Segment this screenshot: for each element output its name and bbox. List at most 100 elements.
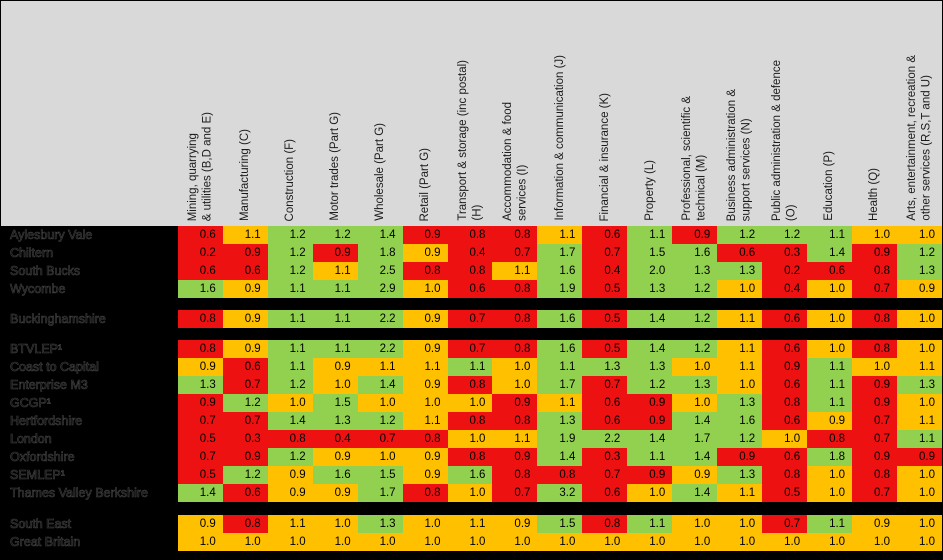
heatmap-cell: 0.9 xyxy=(177,358,223,376)
heatmap-cell: 1.0 xyxy=(357,448,403,466)
row-label: Great Britain xyxy=(1,533,178,551)
heatmap-cell: 1.6 xyxy=(537,262,583,280)
heatmap-cell: 0.6 xyxy=(177,226,223,244)
heatmap-cell: 0.6 xyxy=(222,358,268,376)
column-header-label: Education (P) xyxy=(823,151,836,221)
heatmap-cell: 1.0 xyxy=(672,394,718,412)
column-header: Arts, entertainment, recreation & other … xyxy=(897,1,942,226)
column-header-label: Mining, quarrying & utilities (B,D and E… xyxy=(186,111,214,221)
heatmap-cell: 0.6 xyxy=(762,412,808,430)
heatmap-cell: 1.1 xyxy=(807,515,853,533)
heatmap-cell: 0.7 xyxy=(222,376,268,394)
heatmap-cell: 1.0 xyxy=(402,515,448,533)
heatmap-cell: 0.8 xyxy=(852,340,898,358)
heatmap-cell: 1.2 xyxy=(222,394,268,412)
heatmap-cell: 0.9 xyxy=(672,466,718,484)
heatmap-cell: 0.9 xyxy=(402,310,448,328)
heatmap-cell: 1.0 xyxy=(177,533,223,551)
heatmap-cell: 1.8 xyxy=(357,244,403,262)
row-label: BTVLEP¹ xyxy=(1,340,178,358)
heatmap-cell: 1.0 xyxy=(807,533,853,551)
heatmap-cell: 0.9 xyxy=(762,358,808,376)
heatmap-cell: 1.3 xyxy=(537,412,583,430)
table-row: Buckinghamshire 0.8 0.9 1.1 1.1 2.2 0.9 0.7 0.8 1… xyxy=(1,310,942,328)
heatmap-cell: 1.2 xyxy=(357,412,403,430)
heatmap-cell: 1.1 xyxy=(402,358,448,376)
column-header-label: Manufacturing (C) xyxy=(239,128,252,221)
heatmap-cell: 0.9 xyxy=(717,448,763,466)
heatmap-cell: 1.2 xyxy=(267,376,313,394)
column-header: Wholesale (Part G) xyxy=(358,1,403,226)
heatmap-cell: 0.9 xyxy=(222,280,268,298)
heatmap-cell: 1.0 xyxy=(582,533,628,551)
heatmap-cell: 0.7 xyxy=(582,466,628,484)
heatmap-cell: 1.6 xyxy=(717,412,763,430)
heatmap-cell: 1.7 xyxy=(357,484,403,502)
heatmap-cell: 0.8 xyxy=(402,262,448,280)
heatmap-cell: 1.1 xyxy=(717,340,763,358)
heatmap-cell: 0.3 xyxy=(582,448,628,466)
heatmap-cell: 1.1 xyxy=(627,226,673,244)
heatmap-cell: 1.0 xyxy=(672,515,718,533)
heatmap-cell: 0.8 xyxy=(402,484,448,502)
column-header: Mining, quarrying & utilities (B,D and E… xyxy=(178,1,223,226)
heatmap-cell: 1.5 xyxy=(357,466,403,484)
heatmap-cell: 1.1 xyxy=(267,310,313,328)
heatmap-cell: 1.0 xyxy=(672,358,718,376)
heatmap-cell: 1.1 xyxy=(717,484,763,502)
heatmap-cell: 1.1 xyxy=(537,358,583,376)
column-header-label: Accommodation & food services (I) xyxy=(501,102,528,221)
heatmap-cell: 0.8 xyxy=(762,394,808,412)
heatmap-cell: 0.6 xyxy=(582,226,628,244)
heatmap-cell: 0.6 xyxy=(717,244,763,262)
row-label: Hertfordshire xyxy=(1,412,178,430)
heatmap-cell: 0.9 xyxy=(402,340,448,358)
heatmap-cell: 0.6 xyxy=(222,262,268,280)
heatmap-cell: 1.0 xyxy=(897,310,942,328)
heatmap-cell: 1.4 xyxy=(267,412,313,430)
heatmap-cell: 1.7 xyxy=(672,430,718,448)
heatmap-cell: 0.9 xyxy=(402,448,448,466)
column-header: Financial & insurance (K) xyxy=(582,1,627,226)
heatmap-cell: 1.1 xyxy=(267,340,313,358)
header-corner xyxy=(1,1,178,226)
row-label: South Bucks xyxy=(1,262,178,280)
table-row: GCGP¹ 0.9 1.2 1.0 1.5 1.0 1.0 1.0 0.9 1.1 0.6 0.9 1.… xyxy=(1,394,942,412)
heatmap-cell: 0.8 xyxy=(852,466,898,484)
heatmap-cell: 1.1 xyxy=(492,262,538,280)
heatmap-cell: 1.0 xyxy=(447,533,493,551)
heatmap-cell: 1.0 xyxy=(492,533,538,551)
heatmap-cell: 1.0 xyxy=(357,533,403,551)
heatmap-cell: 0.7 xyxy=(492,484,538,502)
heatmap-cell: 0.7 xyxy=(852,484,898,502)
heatmap-cell: 0.9 xyxy=(627,412,673,430)
heatmap-cell: 0.9 xyxy=(897,448,942,466)
heatmap-cell: 0.5 xyxy=(177,466,223,484)
heatmap-cell: 0.6 xyxy=(762,310,808,328)
column-header: Retail (Part G) xyxy=(403,1,448,226)
heatmap-cell: 1.3 xyxy=(897,262,942,280)
heatmap-cell: 1.0 xyxy=(897,340,942,358)
heatmap-cell: 0.8 xyxy=(537,466,583,484)
heatmap-cell: 1.1 xyxy=(267,358,313,376)
heatmap-cell: 1.2 xyxy=(672,280,718,298)
row-label: Coast to Capital xyxy=(1,358,178,376)
heatmap-cell: 0.9 xyxy=(852,448,898,466)
heatmap-cell: 0.5 xyxy=(582,280,628,298)
heatmap-cell: 1.4 xyxy=(672,412,718,430)
heatmap-cell: 0.9 xyxy=(852,376,898,394)
heatmap-cell: 0.7 xyxy=(447,310,493,328)
heatmap-cell: 0.6 xyxy=(762,448,808,466)
heatmap-cell: 1.2 xyxy=(267,244,313,262)
heatmap-cell: 0.8 xyxy=(492,280,538,298)
heatmap-cell: 1.0 xyxy=(537,533,583,551)
table-body: Aylesbury Vale 0.6 1.1 1.2 1.2 1.4 0.9 0.8 0.8 1.… xyxy=(1,226,942,551)
heatmap-cell: 1.0 xyxy=(222,533,268,551)
heatmap-cell: 1.3 xyxy=(177,376,223,394)
heatmap-cell: 0.5 xyxy=(582,310,628,328)
heatmap-cell: 0.8 xyxy=(447,262,493,280)
heatmap-cell: 0.8 xyxy=(762,466,808,484)
heatmap-cell: 1.0 xyxy=(402,533,448,551)
heatmap-cell: 1.3 xyxy=(582,358,628,376)
heatmap-cell: 1.0 xyxy=(897,533,942,551)
